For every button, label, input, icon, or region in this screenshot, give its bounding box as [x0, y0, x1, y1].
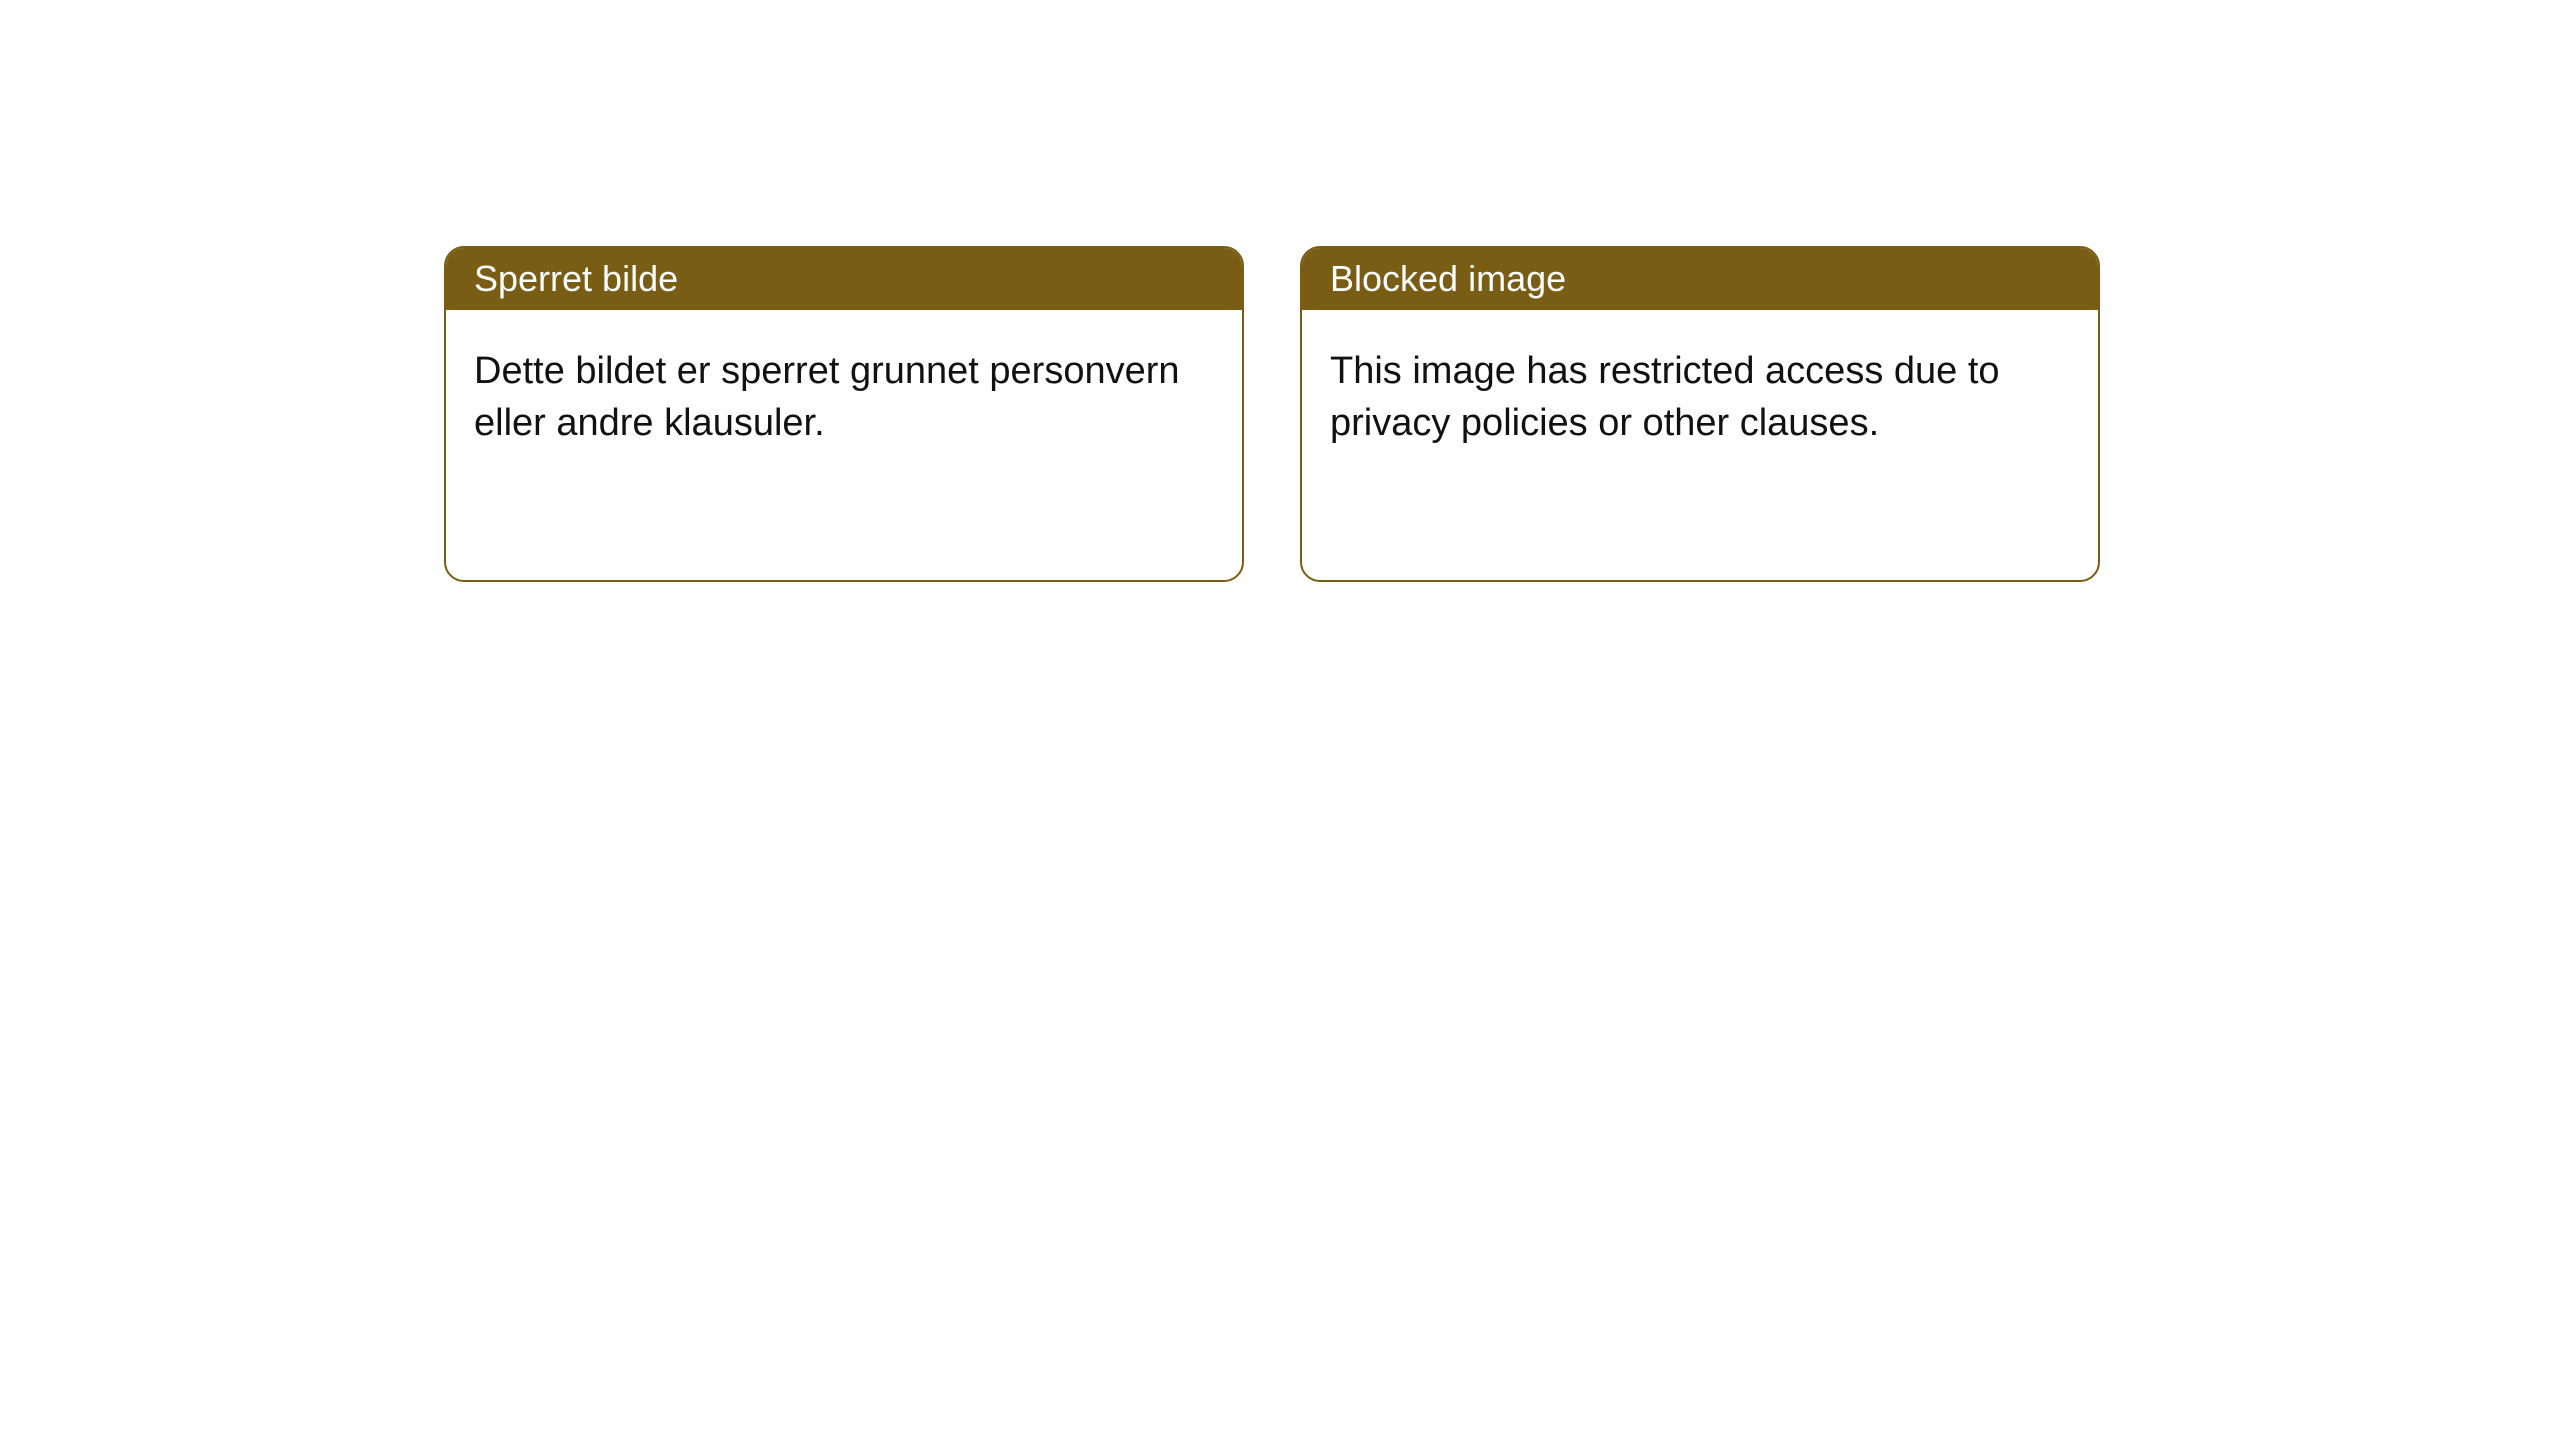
- panel-header: Blocked image: [1302, 248, 2098, 310]
- notice-panel-norwegian: Sperret bilde Dette bildet er sperret gr…: [444, 246, 1244, 582]
- panel-title: Blocked image: [1330, 258, 1566, 300]
- notice-container: Sperret bilde Dette bildet er sperret gr…: [444, 246, 2100, 582]
- panel-body-text: Dette bildet er sperret grunnet personve…: [474, 350, 1180, 444]
- panel-body: Dette bildet er sperret grunnet personve…: [446, 310, 1242, 485]
- panel-title: Sperret bilde: [474, 258, 678, 300]
- panel-body: This image has restricted access due to …: [1302, 310, 2098, 485]
- notice-panel-english: Blocked image This image has restricted …: [1300, 246, 2100, 582]
- panel-header: Sperret bilde: [446, 248, 1242, 310]
- panel-body-text: This image has restricted access due to …: [1330, 350, 2000, 444]
